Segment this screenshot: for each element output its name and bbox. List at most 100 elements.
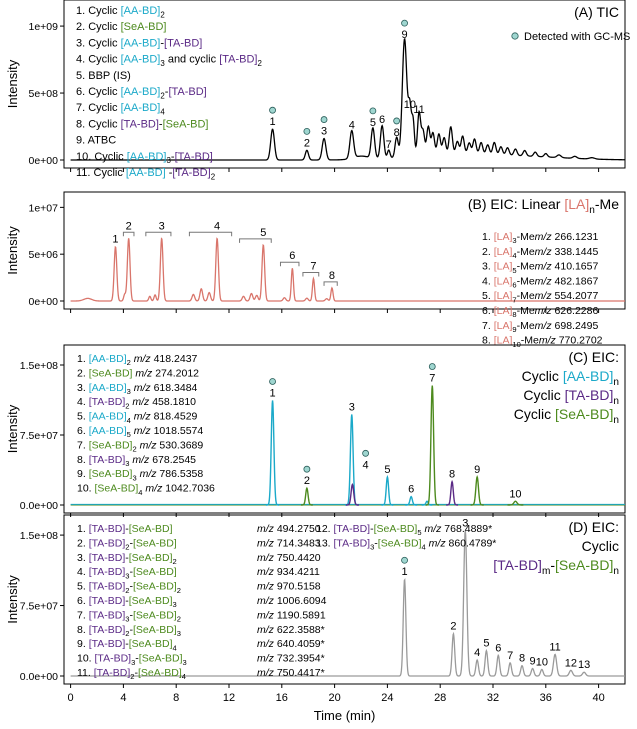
legend-item: 2. [LA]4-Mem/z 338.1445 [482,246,598,260]
x-tick-label: 20 [328,692,340,704]
peak-label: 1 [269,387,275,399]
peak-label: 4 [349,120,355,132]
legend-item: 8. [TA-BD]2-[SeA-BD]3 m/z 622.3588* [77,624,325,638]
legend-item: 3. [LA]5-Mem/z 410.1657 [482,261,598,275]
x-tick-label: 36 [540,692,552,704]
peak-label: 7 [507,650,513,662]
legend-item: 8. [LA]10-Mem/z 770.2702 [482,335,603,349]
panel-subtitle: Cyclic [SeA-BD]n [514,406,619,426]
legend-item: 10. Cyclic [AA-BD]3-[TA-BD] [76,151,213,165]
peak-label: 2 [126,220,132,232]
legend-item: 4. Cyclic [AA-BD]3 and cyclic [TA-BD]2 [76,54,262,68]
x-tick-label: 40 [592,692,604,704]
y-axis-label: Intensity [5,226,20,275]
x-tick-label: 16 [276,692,288,704]
peak-label: 9 [530,655,536,667]
peak-SeA-trace [507,500,524,506]
peak-AA-trace [421,500,433,506]
peak-label: 6 [495,642,501,654]
gcms-marker-icon [303,465,311,473]
panel-subtitle: Cyclic [AA-BD]n [522,368,619,388]
gcms-legend-icon [511,32,519,40]
peak-label: 5 [483,638,489,650]
peak-label: 7 [310,261,316,273]
y-axis-label: Intensity [5,59,20,108]
gcms-marker-icon [320,116,328,123]
peak-bracket [239,238,272,243]
legend-item: 2. [SeA-BD] m/z 274.2012 [77,367,199,379]
peak-label: 10 [509,488,521,500]
panel-subtitle: Cyclic [TA-BD]n [523,387,619,407]
gcms-marker-icon [401,556,408,564]
panel-frame [63,344,626,514]
legend-item: 4. [TA-BD]2 m/z 458.1810 [77,396,196,410]
legend-item: 3. [AA-BD]3 m/z 618.3484 [77,382,198,396]
legend-item: 11. [TA-BD]2-[SeA-BD]4 m/z 750.4417* [77,667,325,681]
peak-bracket [188,231,233,237]
legend-item: 13. [TA-BD]3-[SeA-BD]4 m/z 860.4789* [316,537,496,551]
y-tick-label: 1e+09 [29,21,59,33]
panel-frame [63,0,626,169]
peak-label: 5 [260,227,266,239]
legend-item: 5. BBP (IS) [76,70,131,82]
gcms-marker-icon [393,117,401,125]
gcms-marker-icon [303,127,311,135]
legend-item: 6. [TA-BD]-[SeA-BD]3 m/z 1006.6094 [77,595,327,609]
peak-AA-trace [381,474,394,506]
peak-label: 10 [536,656,548,668]
x-axis-label: Time (min) [314,708,376,723]
peak-TA-trace [345,482,360,506]
gcms-marker-icon [362,449,370,457]
peak-label: 1 [269,116,275,128]
peak-label: 6 [408,484,414,496]
peak-label: 12 [565,657,577,669]
legend-item: 6. Cyclic [AA-BD]2-[TA-BD] [76,86,207,100]
peak-label: 8 [329,270,335,282]
panel-title: (D) EIC: [568,519,619,535]
legend-item: 7. [LA]9-Mem/z 698.2495 [482,320,598,334]
peak-SeA-trace [300,486,313,506]
x-tick-label: 8 [173,692,179,704]
panel-C: 0.0e+00 7.5e+07 1.5e+08 Intensity 1 2 3 4 5 6 7 8 9 1… [5,344,626,517]
chromatogram-trace [70,37,625,161]
peak-SeA-trace [425,385,439,506]
legend-item: 4. [LA]6-Mem/z 482.1867 [482,275,598,289]
peak-label: 5 [370,117,376,129]
peak-label: 6 [289,250,295,262]
x-tick-label: 28 [434,692,446,704]
legend-item: 8. [TA-BD]3 m/z 678.2545 [77,454,196,468]
peak-label: 3 [462,517,468,529]
gcms-marker-icon [428,363,436,370]
y-tick-label: 5e+06 [29,249,59,261]
y-tick-label: 0.0e+00 [20,500,58,512]
legend-item: 2. Cyclic [SeA-BD] [76,21,166,33]
peak-label: 11 [549,641,560,653]
y-tick-label: 1.5e+08 [20,360,58,372]
peak-label: 8 [394,127,400,139]
y-axis-label: Intensity [5,575,20,624]
y-tick-label: 1.5e+08 [20,530,58,542]
gcms-marker-icon [269,378,276,385]
legend-item: 1. [LA]3-Mem/z 266.1231 [482,231,598,245]
legend-item: 1. [AA-BD]2 m/z 418.2437 [77,353,198,367]
panel-subtitle: Cyclic [582,538,619,554]
legend-item: 2. [TA-BD]2-[SeA-BD] m/z 714.3483 [77,537,321,551]
gcms-marker-icon [269,106,276,114]
y-tick-label: 0.0e+00 [20,671,58,683]
legend-item: 8. Cyclic [TA-BD]-[SeA-BD] [76,118,208,130]
legend-item: 6. [LA]8-Mem/z 626.2286 [482,305,598,319]
chromatogram-trace [70,237,625,302]
legend-item: 1. Cyclic [AA-BD]2 [76,5,165,19]
legend-item: 9. [SeA-BD]3 m/z 786.5358 [77,468,203,482]
peak-label: 3 [349,401,355,413]
panel-title: (B) EIC: Linear [LA]n-Me [468,196,619,216]
legend-item: 11. Cyclic [AA-BD] -[TA-BD]2 [76,167,215,181]
legend-item: 10. [TA-BD]3-[SeA-BD]3 m/z 732.3954* [77,653,325,667]
peak-label: 1 [401,566,407,578]
peak-AA-trace [405,495,418,506]
x-tick-label: 4 [120,692,126,704]
panel-subtitle: [TA-BD]m-[SeA-BD]n [493,557,619,577]
peak-label: 10 [404,99,416,111]
